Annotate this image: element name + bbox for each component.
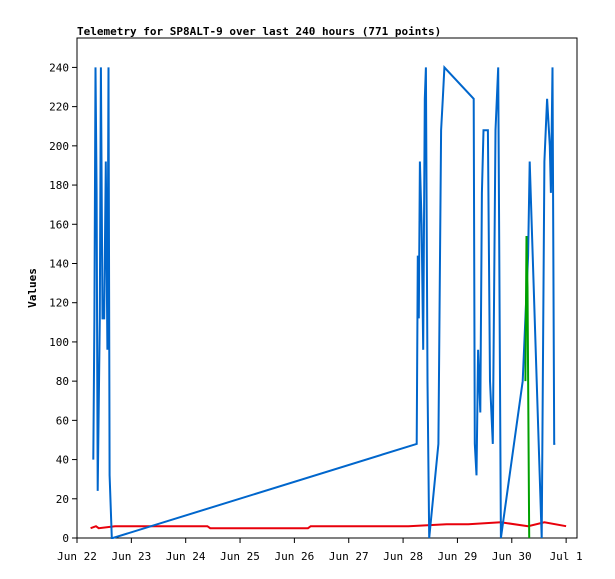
y-tick-label: 60 bbox=[56, 414, 69, 427]
x-tick-label: Jun 29 bbox=[438, 550, 478, 563]
x-tick-label: Jun 28 bbox=[383, 550, 423, 563]
x-tick-label: Jun 26 bbox=[275, 550, 315, 563]
series-line-1 bbox=[92, 64, 556, 539]
y-tick-label: 180 bbox=[49, 179, 69, 192]
y-axis-label: Values bbox=[26, 268, 39, 308]
x-tick-label: Jun 23 bbox=[111, 550, 151, 563]
y-axis: 0 20 40 60 80 100 120 140 160 180 200 220 240 bbox=[49, 61, 77, 545]
series-layer bbox=[90, 64, 567, 539]
y-tick-label: 220 bbox=[49, 101, 69, 114]
series-line-2 bbox=[524, 235, 531, 539]
chart-title: Telemetry for SP8ALT-9 over last 240 hou… bbox=[77, 25, 441, 38]
x-tick-label: Jul 1 bbox=[550, 550, 583, 563]
x-tick-label: Jun 25 bbox=[220, 550, 260, 563]
y-tick-label: 80 bbox=[56, 375, 69, 388]
y-tick-label: 100 bbox=[49, 336, 69, 349]
x-tick-label: Jun 24 bbox=[166, 550, 206, 563]
x-tick-label: Jun 30 bbox=[492, 550, 532, 563]
plot-area bbox=[76, 37, 578, 539]
y-tick-label: 20 bbox=[56, 493, 69, 506]
x-axis: Jun 22 Jun 23 Jun 24 Jun 25 Jun 26 Jun 27 Jun … bbox=[57, 538, 583, 563]
y-tick-label: 200 bbox=[49, 140, 69, 153]
y-tick-label: 240 bbox=[49, 61, 69, 74]
y-tick-label: 120 bbox=[49, 297, 69, 310]
y-tick-label: 140 bbox=[49, 257, 69, 270]
y-tick-label: 0 bbox=[62, 532, 69, 545]
x-tick-label: Jun 22 bbox=[57, 550, 97, 563]
y-tick-label: 160 bbox=[49, 218, 69, 231]
y-tick-label: 40 bbox=[56, 454, 69, 467]
x-tick-label: Jun 27 bbox=[329, 550, 369, 563]
